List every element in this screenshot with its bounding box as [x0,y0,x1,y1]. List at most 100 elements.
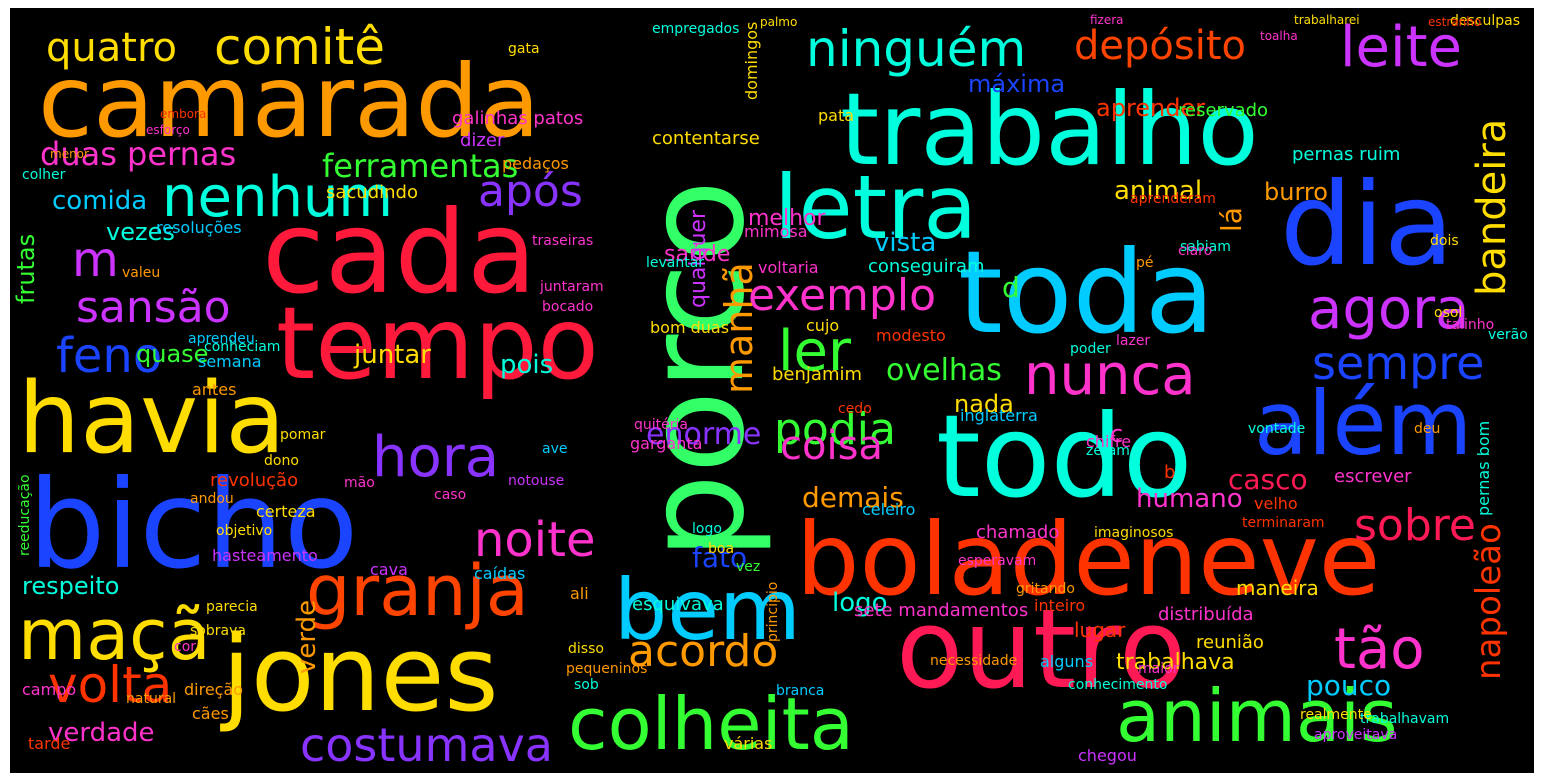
word: volta [48,656,173,714]
word: enorme [646,417,762,452]
word: aproveitava [1314,727,1398,743]
word: podia [774,404,896,455]
word: bandeira [1469,118,1515,296]
word: certeza [256,502,316,521]
word: necessidade [930,653,1018,669]
word: conhecimento [1068,677,1168,693]
word: frutas [12,233,40,304]
word: bom duas [650,318,730,337]
word: noite [474,512,596,568]
word: quatro [46,25,177,71]
word: objetivo [216,523,273,539]
word: pedaços [502,154,569,173]
word: todo [936,390,1193,523]
word: campo [22,680,77,699]
word: quitéria [634,417,688,433]
word: distribuída [1158,604,1254,625]
word: comida [52,186,148,216]
word: burro [1264,178,1328,206]
word: antes [192,380,237,399]
word: respeito [22,572,120,600]
word: lugar [1074,618,1126,642]
word: após [478,166,583,217]
word: esperavam [958,553,1037,569]
word: menor [50,147,89,161]
word: resoluções [156,218,242,237]
word: trabalhava [1116,650,1235,675]
word: sabiam [1180,239,1231,255]
word: sansão [76,282,231,333]
word: conheciam [204,339,281,355]
word: parecia [206,599,258,615]
word: caídas [474,564,526,583]
word: pé [1136,255,1154,271]
word: além [1254,372,1473,475]
word: juntar [354,340,431,370]
word: tarde [28,734,71,753]
word: gata [508,41,540,57]
word: revolução [210,470,299,491]
word: nunca [1024,343,1196,408]
word: maneira [1236,576,1319,600]
word: pata [818,106,855,125]
word: bem [614,561,801,659]
word: ferramentas [322,147,519,185]
word: boladeneve [796,501,1381,618]
word: verão [1488,327,1528,343]
word: chamado [976,522,1060,543]
word: andou [190,491,234,507]
word: caso [434,487,467,503]
word: bicho [28,454,359,596]
word: hora [372,425,500,490]
word: várias [724,734,773,753]
word: comitê [214,18,386,76]
word: duas pernas [40,135,237,173]
word: estranho [1428,15,1482,29]
word: pernas ruim [1292,144,1401,165]
word: b [1164,462,1176,483]
word: colheita [568,682,854,766]
word: bocado [542,299,594,315]
word: verdade [48,718,155,748]
word: contentarse [652,128,760,149]
word: máxima [968,70,1066,98]
word: sobre [1354,500,1476,551]
word: lá [1215,207,1248,232]
word: m [72,232,119,288]
word: poder [1070,341,1111,357]
word: fato [692,541,748,574]
word: direção [184,680,244,699]
word: pois [500,350,554,380]
word: hasteamento [212,546,318,565]
word: acordo [628,626,779,677]
word: cães [192,704,229,723]
word: vontade [1248,421,1306,437]
word: tão [1334,617,1425,682]
word: vezes [106,218,175,246]
word: esquivava [632,594,724,615]
word: jones [222,613,499,735]
word: disso [568,641,604,657]
word: depósito [1074,23,1246,69]
word: sobrava [190,623,246,639]
word: dizer [460,130,505,151]
word: modesto [876,326,946,345]
word: sob [574,677,599,693]
word: outro [896,585,1187,713]
word: logo [832,588,888,618]
word: talinho [1446,317,1495,333]
word: vista [874,228,937,258]
word: trabalharei [1294,13,1360,27]
word: dono [264,453,299,469]
word: reservado [1178,100,1269,121]
word: granja [306,550,529,632]
word: leite [1340,15,1462,80]
word: ali [570,584,589,603]
word: notouse [508,473,565,489]
word: sacudindo [326,182,418,203]
word: aprendeu [188,331,255,347]
word: cujo [806,316,840,335]
word: inglaterra [960,406,1038,425]
word: dois [1430,233,1459,249]
word: sempre [1312,336,1485,390]
